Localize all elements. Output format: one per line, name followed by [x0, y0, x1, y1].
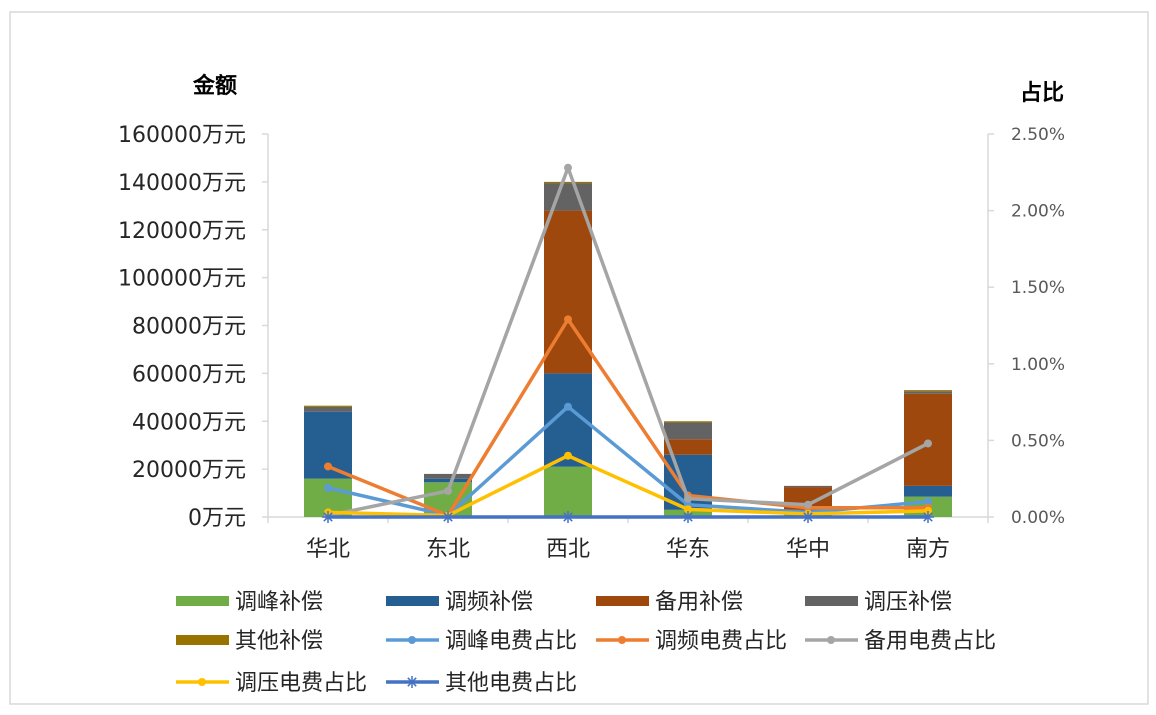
line-marker-stroke	[923, 512, 933, 522]
x-axis-category-label: 华北	[306, 537, 350, 562]
series-line	[327, 453, 929, 518]
x-axis-category-label: 华中	[786, 537, 830, 562]
legend-swatch	[386, 596, 439, 606]
legend-swatch	[176, 596, 229, 606]
line-marker-star	[922, 511, 934, 523]
line-marker	[924, 506, 932, 515]
line-marker-star	[322, 511, 334, 523]
series-line	[327, 165, 929, 518]
x-axis-category-label: 西北	[546, 537, 590, 562]
line-marker-star	[802, 511, 814, 523]
line-marker	[924, 497, 932, 506]
bar-segment	[904, 485, 952, 497]
line-marker	[924, 439, 932, 448]
line-marker-star	[442, 511, 454, 523]
line-marker	[564, 402, 572, 411]
legend-label: 调频电费占比	[655, 629, 787, 654]
legend-label: 备用电费占比	[864, 629, 996, 654]
legend-marker	[618, 636, 626, 644]
line-marker	[684, 505, 692, 514]
left-axis-tick-label: 100000万元	[118, 267, 246, 292]
bar-segment	[304, 406, 352, 412]
line-marker-stroke	[683, 512, 693, 522]
x-axis-category-label: 华东	[666, 537, 710, 562]
right-axis-tick-label: 2.00%	[1011, 202, 1065, 222]
series-line	[327, 404, 929, 518]
legend-label: 其他补偿	[235, 629, 323, 654]
left-axis-tick-label: 0万元	[188, 506, 246, 531]
left-axis-tick-label: 20000万元	[132, 458, 246, 483]
bar-segment	[424, 478, 472, 483]
series-line	[327, 317, 928, 518]
left-axis-title: 金额	[192, 73, 237, 99]
bar-segment	[904, 391, 952, 394]
line-marker	[564, 315, 572, 324]
line-marker-stroke	[563, 512, 573, 522]
bar-segment	[544, 466, 592, 517]
legend-label: 调频补偿	[445, 590, 533, 615]
line-marker-stroke	[323, 512, 333, 522]
line-marker-stroke	[443, 512, 453, 522]
right-axis-tick-label: 0.00%	[1011, 508, 1065, 528]
line-marker-star	[562, 511, 574, 523]
legend-label: 其他电费占比	[445, 671, 577, 696]
line-marker	[324, 483, 332, 492]
line-marker-stroke	[407, 677, 417, 687]
line-marker	[444, 486, 452, 495]
line-marker-star	[682, 511, 694, 523]
line-marker	[804, 500, 812, 509]
line-marker	[684, 494, 692, 503]
legend-marker	[408, 636, 416, 644]
legend-label: 备用补偿	[655, 590, 743, 615]
left-axis-tick-label: 160000万元	[118, 123, 246, 148]
line-marker	[564, 451, 572, 460]
bar-segment	[904, 390, 952, 392]
x-axis-category-label: 东北	[426, 537, 470, 562]
left-axis-tick-label: 140000万元	[118, 171, 246, 196]
right-axis-tick-label: 0.50%	[1011, 431, 1065, 451]
legend-marker	[198, 678, 206, 686]
bar-segment	[664, 422, 712, 440]
bar-segment	[784, 485, 832, 488]
line-marker-stroke	[803, 512, 813, 522]
bar-segment	[544, 183, 592, 211]
line-marker-star	[406, 676, 418, 688]
bar-segment	[304, 405, 352, 407]
legend-marker	[827, 636, 835, 644]
right-axis-tick-label: 2.50%	[1011, 125, 1065, 145]
left-axis-tick-label: 40000万元	[132, 410, 246, 435]
legend-label: 调压电费占比	[235, 671, 367, 696]
right-axis-title: 占比	[1020, 81, 1064, 106]
right-axis-tick-label: 1.50%	[1011, 278, 1065, 298]
legend-label: 调峰补偿	[235, 590, 323, 615]
x-axis-category-label: 南方	[906, 537, 950, 562]
bar-segment	[664, 421, 712, 423]
line-marker	[564, 163, 572, 172]
legend-swatch	[596, 596, 649, 606]
line-marker	[324, 462, 332, 471]
legend-label: 调压补偿	[864, 590, 952, 615]
left-axis-tick-label: 60000万元	[132, 362, 246, 387]
legend-label: 调峰电费占比	[445, 629, 577, 654]
bar-segment	[544, 181, 592, 184]
right-axis-tick-label: 1.00%	[1011, 355, 1065, 375]
legend-swatch	[176, 635, 229, 645]
bar-segment	[664, 439, 712, 455]
bar-segment	[424, 473, 472, 479]
left-axis-tick-label: 120000万元	[118, 219, 246, 244]
legend-swatch	[805, 596, 858, 606]
left-axis-tick-label: 80000万元	[132, 315, 246, 340]
